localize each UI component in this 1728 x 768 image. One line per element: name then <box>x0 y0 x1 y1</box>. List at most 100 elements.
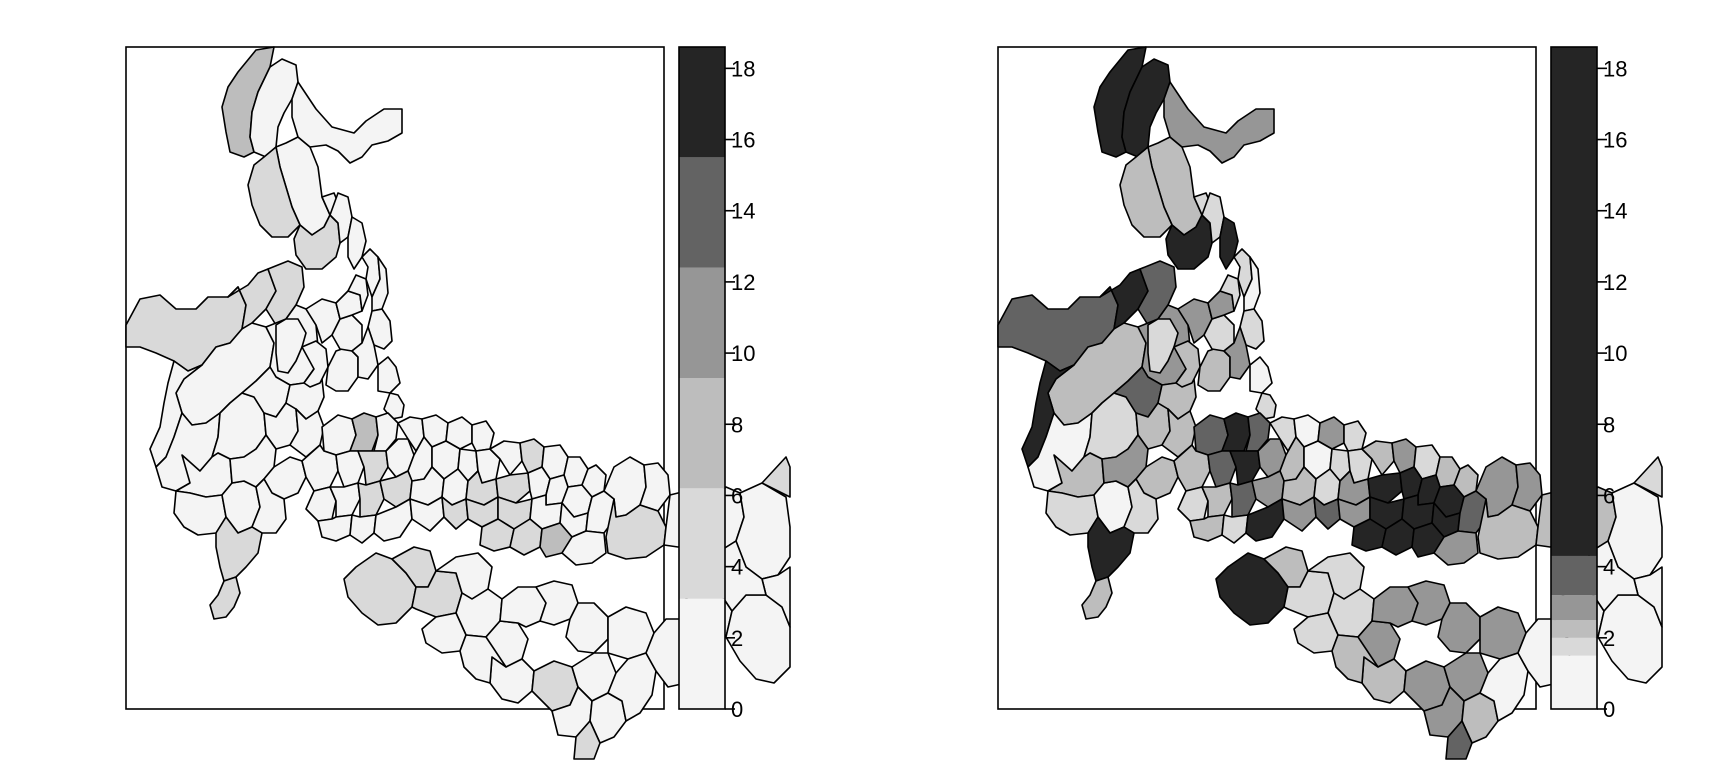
map-region-86 <box>1433 530 1479 566</box>
legend-tick-label-3: 6 <box>1603 483 1615 508</box>
map-region-29 <box>301 340 329 388</box>
map-region-93 <box>1633 456 1663 498</box>
map-region-99 <box>1293 612 1339 654</box>
legend-class-1 <box>679 488 725 599</box>
map-region-1 <box>249 58 299 158</box>
map-region-27 <box>209 576 241 620</box>
map-frame-right <box>997 46 1537 710</box>
legend-tick-label-9: 18 <box>1603 56 1627 81</box>
map-region-1 <box>1121 58 1171 158</box>
map-region-74 <box>349 514 377 544</box>
map-region-111 <box>1445 720 1473 760</box>
choropleth-map-right <box>997 46 1663 760</box>
map-region-26 <box>1087 516 1135 582</box>
legend-class-2 <box>1551 620 1597 638</box>
legend-tick-label-5: 10 <box>731 341 755 366</box>
map-region-46 <box>1207 450 1237 488</box>
map-region-5 <box>291 81 403 164</box>
legend-tick-label-2: 4 <box>1603 555 1615 580</box>
legend-tick-label-0: 0 <box>1603 697 1615 722</box>
legend-tick-label-1: 2 <box>731 626 743 651</box>
map-region-63 <box>329 482 361 518</box>
legend-class-0 <box>1551 655 1597 709</box>
map-region-64 <box>1229 480 1257 518</box>
map-region-105 <box>1361 656 1407 704</box>
legend-tick-label-0: 0 <box>731 697 743 722</box>
legend-class-2 <box>679 378 725 489</box>
legend-frame <box>678 46 726 710</box>
map-region-94 <box>343 552 417 626</box>
map-region-52 <box>1343 420 1367 452</box>
legend-tick-label-6: 12 <box>731 270 755 295</box>
map-region-35 <box>1219 216 1239 270</box>
map-region-112 <box>607 652 657 722</box>
legend-class-3 <box>679 267 725 378</box>
map-region-3 <box>1119 146 1173 238</box>
map-region-34 <box>1219 274 1241 312</box>
map-region-26 <box>215 516 263 582</box>
legend-tick-label-4: 8 <box>731 412 743 437</box>
legend-tick-label-1: 2 <box>1603 626 1615 651</box>
legend-tick-label-6: 12 <box>1603 270 1627 295</box>
map-region-41 <box>1255 392 1277 420</box>
map-region-25 <box>1123 478 1159 534</box>
map-region-27 <box>1081 576 1113 620</box>
map-region-5 <box>1163 81 1275 164</box>
map-region-46 <box>335 450 365 488</box>
map-region-88 <box>639 462 671 512</box>
map-region-28 <box>1147 318 1179 374</box>
color-legend-left: 0 2 4 6 8 10 12 14 16 18 <box>678 46 755 722</box>
legend-class-3 <box>1551 595 1597 621</box>
legend-tick-label-8: 16 <box>1603 128 1627 153</box>
map-region-63 <box>1201 482 1233 518</box>
legend-tick-label-3: 6 <box>731 483 743 508</box>
legend-class-5 <box>679 47 725 158</box>
map-region-47 <box>357 450 389 486</box>
color-legend-right: 0 2 4 6 8 10 12 14 16 18 <box>1550 46 1627 722</box>
map-region-99 <box>421 612 467 654</box>
legend-frame <box>1550 46 1598 710</box>
legend-tick-label-7: 14 <box>1603 199 1627 224</box>
legend-tick-label-5: 10 <box>1603 341 1627 366</box>
legend-class-4 <box>679 157 725 268</box>
legend-tick-label-8: 16 <box>731 128 755 153</box>
map-region-94 <box>1215 552 1289 626</box>
map-region-110 <box>1331 634 1379 684</box>
legend-tick-label-4: 8 <box>1603 412 1615 437</box>
map-region-105 <box>489 656 535 704</box>
legend-class-1 <box>1551 637 1597 656</box>
map-region-52 <box>471 420 495 452</box>
map-region-4 <box>1165 214 1213 270</box>
legend-tick-label-7: 14 <box>731 199 755 224</box>
map-frame-left <box>125 46 665 710</box>
map-region-3 <box>247 146 301 238</box>
map-region-35 <box>347 216 367 270</box>
map-region-29 <box>1173 340 1201 388</box>
map-region-41 <box>383 392 405 420</box>
map-region-4 <box>293 214 341 270</box>
map-region-93 <box>761 456 791 498</box>
map-region-111 <box>573 720 601 760</box>
map-region-30 <box>1197 346 1231 392</box>
map-region-112 <box>1479 652 1529 722</box>
map-panel-right: 0 2 4 6 8 10 12 14 16 18 <box>997 46 1663 760</box>
map-region-110 <box>459 634 507 684</box>
map-region-25 <box>251 478 287 534</box>
map-panel-left: 0 2 4 6 8 10 12 14 16 18 <box>125 46 791 760</box>
map-region-74 <box>1221 514 1249 544</box>
legend-tick-label-9: 18 <box>731 56 755 81</box>
legend-class-5 <box>1551 47 1597 556</box>
map-region-40 <box>1249 356 1273 394</box>
map-region-34 <box>347 274 369 312</box>
map-region-30 <box>325 346 359 392</box>
legend-class-0 <box>679 598 725 709</box>
map-region-64 <box>357 480 385 518</box>
map-region-28 <box>275 318 307 374</box>
map-region-40 <box>377 356 401 394</box>
map-region-86 <box>561 530 607 566</box>
map-region-88 <box>1511 462 1543 512</box>
legend-class-4 <box>1551 555 1597 596</box>
map-region-47 <box>1229 450 1261 486</box>
legend-tick-label-2: 4 <box>731 555 743 580</box>
